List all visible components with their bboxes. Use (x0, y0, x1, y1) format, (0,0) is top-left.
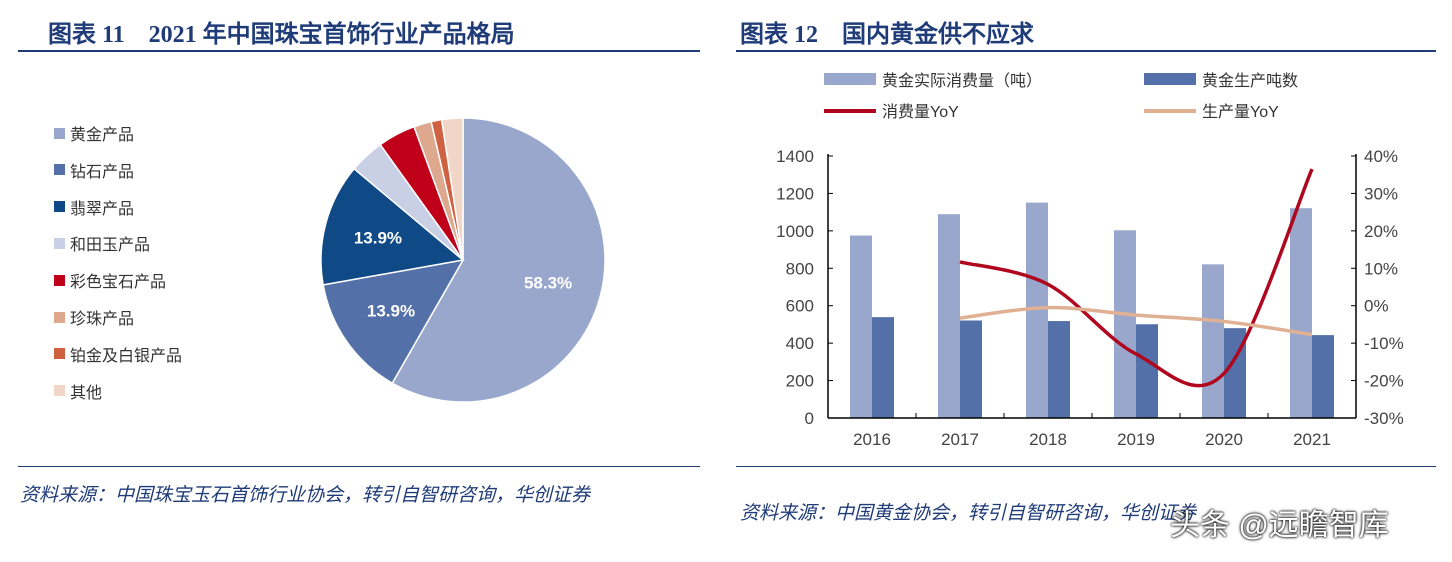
y2-tick-label: 30% (1364, 184, 1398, 203)
pie-legend-item: 钻石产品 (54, 158, 134, 182)
pie-legend-item: 其他 (54, 379, 102, 403)
y2-tick-label: -10% (1364, 334, 1404, 353)
legend-label: 铂金及白银产品 (70, 345, 183, 365)
bar (960, 320, 982, 418)
x-tick-label: 2020 (1205, 430, 1243, 449)
bar (1202, 264, 1224, 418)
left-source-rule (18, 466, 700, 467)
legend-swatch (824, 73, 876, 85)
x-tick-label: 2016 (853, 430, 891, 449)
y-tick-label: 1000 (776, 222, 814, 241)
left-source-note: 资料来源：中国珠宝玉石首饰行业协会，转引自智研咨询，华创证券 (20, 484, 591, 506)
pie-slice (322, 258, 465, 385)
legend-label: 珍珠产品 (70, 309, 135, 328)
y-tick-label: 1400 (776, 147, 814, 166)
legend-label: 彩色宝石产品 (70, 272, 167, 292)
right-source-rule (736, 466, 1436, 467)
y2-tick-label: 0% (1364, 297, 1389, 316)
bar (1114, 230, 1136, 418)
right-source-note: 资料来源：中国黄金协会，转引自智研咨询，华创证券 (740, 502, 1197, 524)
legend-label: 黄金实际消费量（吨） (882, 72, 1042, 90)
legend-swatch (54, 274, 65, 286)
bar (1026, 202, 1048, 418)
bar (938, 214, 960, 418)
y-tick-label: 200 (786, 372, 814, 391)
bar (1290, 208, 1312, 418)
legend-label: 消费量YoY (882, 103, 959, 121)
bar (1048, 321, 1070, 418)
legend-label: 其他 (70, 382, 103, 402)
pie-slice (440, 117, 464, 261)
line-series (959, 168, 1314, 388)
pie-legend-item: 翡翠产品 (54, 195, 134, 219)
pie-legend-item: 铂金及白银产品 (54, 342, 182, 366)
y-tick-label: 400 (786, 334, 814, 353)
y2-tick-label: -30% (1364, 409, 1404, 428)
legend-swatch (54, 385, 65, 397)
y-tick-label: 1200 (776, 184, 814, 203)
x-tick-label: 2017 (941, 430, 979, 449)
y-tick-label: 0 (805, 409, 814, 428)
x-tick-label: 2018 (1029, 430, 1067, 449)
y2-tick-label: 10% (1364, 259, 1398, 278)
legend-label: 黄金生产吨数 (1202, 72, 1298, 90)
x-tick-label: 2019 (1117, 430, 1155, 449)
legend-swatch (54, 127, 65, 139)
legend-swatch (54, 311, 65, 323)
legend-label: 钻石产品 (70, 161, 135, 181)
y2-tick-label: 40% (1364, 147, 1398, 166)
y-tick-label: 800 (786, 259, 814, 278)
legend-swatch (54, 201, 65, 213)
bar (850, 235, 872, 418)
legend-label: 黄金产品 (70, 125, 135, 144)
legend-swatch (54, 237, 65, 249)
legend-swatch (54, 164, 65, 176)
left-chart-title: 图表 11 2021 年中国珠宝首饰行业产品格局 (48, 22, 515, 48)
left-title-rule (18, 50, 700, 52)
pie-legend-item: 黄金产品 (54, 121, 134, 145)
pie-legend-item: 珍珠产品 (54, 305, 134, 329)
pie-legend-item: 和田玉产品 (54, 231, 150, 255)
bar (872, 317, 894, 418)
pie-slice (320, 167, 465, 286)
pie-slice (391, 117, 606, 403)
y2-tick-label: -20% (1364, 372, 1404, 391)
bar (1312, 335, 1334, 418)
pie-data-label: 13.9% (354, 228, 402, 247)
y2-tick-label: 20% (1364, 222, 1398, 241)
pie-data-label: 58.3% (524, 274, 572, 293)
right-title-rule (736, 50, 1436, 52)
legend-label: 翡翠产品 (70, 198, 135, 218)
y-tick-label: 600 (786, 297, 814, 316)
x-tick-label: 2021 (1293, 430, 1331, 449)
pie-chart: 58.3% 13.9% 13.9% (320, 117, 606, 403)
legend-swatch (1144, 73, 1196, 85)
right-chart-title: 图表 12 国内黄金供不应求 (740, 22, 1034, 48)
line-series (959, 305, 1313, 337)
legend-label: 生产量YoY (1202, 103, 1279, 121)
pie-data-label: 13.9% (367, 302, 415, 321)
bar (1136, 324, 1158, 418)
legend-label: 和田玉产品 (70, 235, 151, 255)
pie-legend-item: 彩色宝石产品 (54, 268, 166, 292)
legend-swatch (54, 348, 65, 360)
watermark: 头条 @远瞻智库 (1170, 509, 1389, 542)
